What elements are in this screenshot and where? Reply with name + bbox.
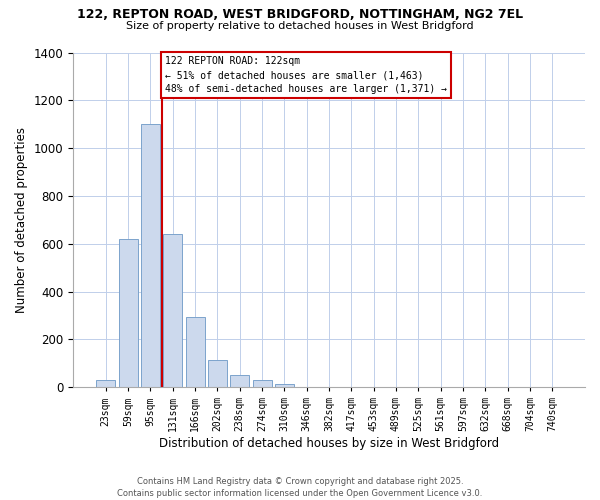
Bar [253,380,272,387]
Bar [119,239,137,387]
Bar [163,234,182,387]
X-axis label: Distribution of detached houses by size in West Bridgford: Distribution of detached houses by size … [159,437,499,450]
Text: Contains HM Land Registry data © Crown copyright and database right 2025.
Contai: Contains HM Land Registry data © Crown c… [118,476,482,498]
Bar [185,316,205,387]
Bar [208,360,227,387]
Bar [141,124,160,387]
Text: 122 REPTON ROAD: 122sqm
← 51% of detached houses are smaller (1,463)
48% of semi: 122 REPTON ROAD: 122sqm ← 51% of detache… [165,56,447,94]
Y-axis label: Number of detached properties: Number of detached properties [15,127,28,313]
Bar [230,375,249,387]
Text: Size of property relative to detached houses in West Bridgford: Size of property relative to detached ho… [126,21,474,31]
Bar [96,380,115,387]
Text: 122, REPTON ROAD, WEST BRIDGFORD, NOTTINGHAM, NG2 7EL: 122, REPTON ROAD, WEST BRIDGFORD, NOTTIN… [77,8,523,20]
Bar [275,384,294,387]
